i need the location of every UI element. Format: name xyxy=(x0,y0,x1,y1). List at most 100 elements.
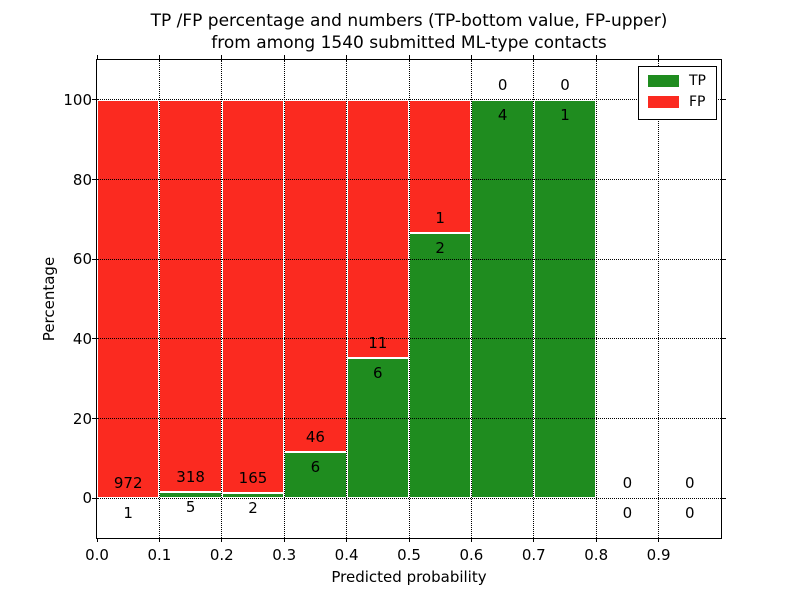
x-tick-label: 0.2 xyxy=(209,546,234,564)
y-tick xyxy=(92,338,96,340)
x-tick-top xyxy=(96,55,98,59)
x-tick-label: 0.3 xyxy=(272,546,297,564)
x-tick-label: 0.0 xyxy=(85,546,109,564)
x-tick xyxy=(595,538,597,542)
x-tick-label: 0.8 xyxy=(584,546,609,564)
fp-count-label: 11 xyxy=(368,333,388,352)
x-tick-top xyxy=(283,55,285,59)
chart-title: TP /FP percentage and numbers (TP-bottom… xyxy=(96,10,722,54)
x-tick-top xyxy=(408,55,410,59)
x-gridline xyxy=(283,60,285,538)
tp-count-label: 2 xyxy=(248,499,258,518)
y-tick-label: 80 xyxy=(72,170,92,189)
x-axis-title: Predicted probability xyxy=(331,568,487,586)
x-tick-label: 0.7 xyxy=(521,546,546,564)
bar-segment-tp xyxy=(409,232,472,499)
x-tick xyxy=(408,538,410,542)
x-tick-top xyxy=(595,55,597,59)
tp-legend-label: TP xyxy=(689,73,706,89)
y-tick-right xyxy=(722,338,726,340)
tp-count-label: 5 xyxy=(185,498,196,516)
y-tick-right xyxy=(722,179,726,180)
x-gridline xyxy=(221,60,223,538)
legend-item-fp: FP xyxy=(648,95,706,109)
y-tick-right xyxy=(722,99,726,101)
x-tick-top xyxy=(346,55,348,59)
x-tick-label: 0.5 xyxy=(397,546,421,564)
x-tick-label: 0.9 xyxy=(646,546,671,564)
y-tick xyxy=(92,258,96,260)
fp-count-label: 1 xyxy=(435,208,445,227)
y-tick xyxy=(92,179,96,180)
bar-segment-fp xyxy=(97,99,160,498)
y-tick xyxy=(92,497,96,499)
x-gridline xyxy=(470,60,472,538)
x-tick xyxy=(470,538,472,542)
y-gridline xyxy=(97,179,721,180)
fp-count-label: 0 xyxy=(622,474,633,493)
fp-count-label: 972 xyxy=(113,473,143,492)
tp-count-label: 6 xyxy=(310,458,321,477)
x-tick-top xyxy=(221,55,223,59)
legend-item-tp: TP xyxy=(648,74,706,88)
x-gridline xyxy=(346,60,348,538)
x-tick-label: 0.1 xyxy=(147,546,172,564)
fp-count-label: 0 xyxy=(497,75,508,94)
legend: TP FP xyxy=(638,66,717,120)
bar-segment-tp xyxy=(284,452,347,499)
y-gridline xyxy=(97,338,721,340)
x-tick xyxy=(658,538,660,542)
x-gridline xyxy=(158,60,160,538)
tp-count-label: 0 xyxy=(685,504,695,523)
bar-segment-tp xyxy=(159,492,222,499)
y-gridline xyxy=(97,258,721,260)
y-tick xyxy=(92,418,96,419)
x-tick-label: 0.6 xyxy=(459,546,484,564)
x-tick-top xyxy=(533,55,535,59)
x-gridline xyxy=(658,60,660,538)
tp-legend-swatch xyxy=(648,75,679,87)
x-gridline xyxy=(408,60,410,538)
bar-segment-tp xyxy=(346,357,409,499)
fp-count-label: 0 xyxy=(560,75,570,94)
y-tick-label: 100 xyxy=(63,90,92,109)
x-tick xyxy=(346,538,348,542)
tp-count-label: 2 xyxy=(435,238,445,257)
y-tick xyxy=(92,99,96,101)
fp-count-label: 318 xyxy=(176,468,205,486)
bar-segment-fp xyxy=(159,99,222,492)
y-tick-label: 60 xyxy=(72,250,92,269)
x-tick xyxy=(221,538,223,542)
plot-area: TP FP 972 1 318 5 165 2 46 6 11 6 1 2 0 4 0 1 0 0 0 0 xyxy=(96,59,722,539)
x-tick-top xyxy=(470,55,472,59)
tp-count-label: 4 xyxy=(497,105,508,124)
x-tick-top xyxy=(658,55,660,59)
y-tick-right xyxy=(722,418,726,419)
tp-count-label: 6 xyxy=(373,363,383,382)
tp-count-label: 1 xyxy=(560,105,570,124)
x-tick xyxy=(533,538,535,542)
chart-title-line2: from among 1540 submitted ML-type contac… xyxy=(211,33,607,53)
bar-segment-fp xyxy=(221,99,285,494)
tp-count-label: 0 xyxy=(622,504,633,523)
y-tick-right xyxy=(722,258,726,260)
x-tick-label: 0.4 xyxy=(334,546,359,564)
y-tick-label: 20 xyxy=(72,409,92,428)
fp-count-label: 0 xyxy=(685,474,695,493)
chart-title-line1: TP /FP percentage and numbers (TP-bottom… xyxy=(150,11,668,31)
x-gridline xyxy=(595,60,597,538)
y-gridline xyxy=(97,418,721,419)
bar-segment-fp xyxy=(409,99,472,233)
y-gridline xyxy=(97,99,721,101)
x-tick-top xyxy=(158,55,160,59)
bar-segment-fp xyxy=(346,99,409,358)
x-gridline xyxy=(533,60,535,538)
x-tick xyxy=(283,538,285,542)
tp-count-label: 1 xyxy=(123,503,133,522)
fp-legend-swatch xyxy=(648,96,679,108)
fp-legend-label: FP xyxy=(689,94,706,110)
y-tick-label: 40 xyxy=(72,329,92,348)
x-tick xyxy=(96,538,98,542)
bar-segment-fp xyxy=(284,99,347,453)
